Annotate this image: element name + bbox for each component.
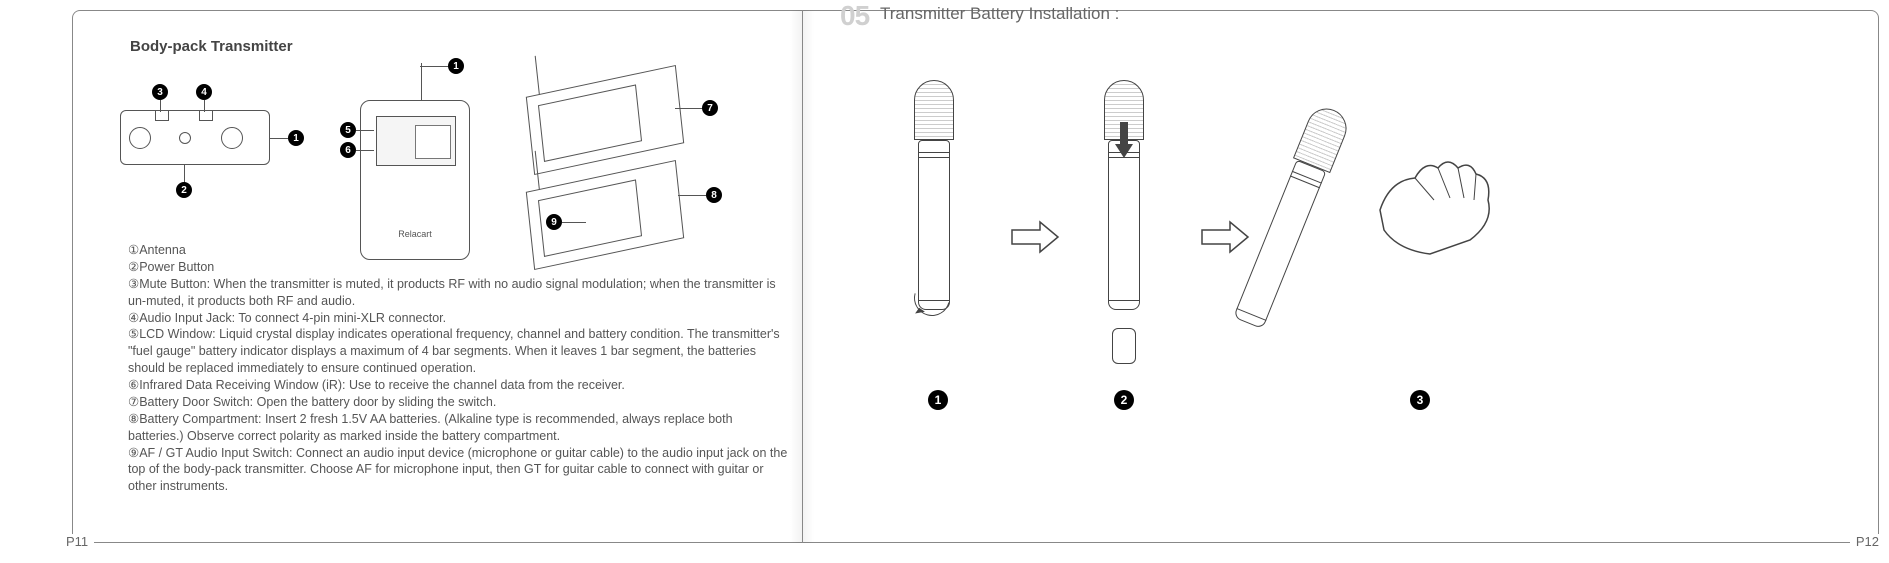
- lead-line: [562, 222, 586, 223]
- lead-line: [675, 108, 703, 109]
- lead-line: [356, 150, 374, 151]
- callout-2: 2: [176, 182, 192, 198]
- section-title: Transmitter Battery Installation :: [880, 4, 1119, 24]
- callout-9: 9: [546, 214, 562, 230]
- lead-line: [184, 165, 185, 183]
- step-badge-2: 2: [1114, 390, 1134, 410]
- page-number-left: P11: [60, 534, 94, 549]
- item-1: ①Antenna: [128, 242, 788, 259]
- hand-icon: [1370, 150, 1500, 260]
- bodypack-front-view: Relacart: [360, 100, 470, 260]
- item-3: ③Mute Button: When the transmitter is mu…: [128, 276, 788, 310]
- callout-3: 3: [152, 84, 168, 100]
- item-9: ⑨AF / GT Audio Input Switch: Connect an …: [128, 445, 788, 496]
- item-5: ⑤LCD Window: Liquid crystal display indi…: [128, 326, 788, 377]
- item-6: ⑥Infrared Data Receiving Window (iR): Us…: [128, 377, 788, 394]
- lead-line: [420, 66, 448, 67]
- lead-line: [160, 100, 161, 112]
- callout-1a: 1: [288, 130, 304, 146]
- bodypack-diagram-zone: 3 4 1 2 Relacart 1 5 6 7 8 9: [110, 60, 770, 235]
- lead-line: [270, 138, 288, 139]
- bodypack-iso-top: [526, 65, 684, 175]
- item-7: ⑦Battery Door Switch: Open the battery d…: [128, 394, 788, 411]
- lead-line: [356, 130, 374, 131]
- arrow-right-icon: [1010, 220, 1060, 254]
- lead-line: [204, 100, 205, 112]
- arrow-right-icon: [1200, 220, 1250, 254]
- left-subtitle: Body-pack Transmitter: [130, 38, 293, 55]
- callout-1b: 1: [448, 58, 464, 74]
- callout-4: 4: [196, 84, 212, 100]
- page-number-right: P12: [1850, 534, 1885, 549]
- section-number: 05: [840, 0, 869, 32]
- callout-8: 8: [706, 187, 722, 203]
- item-8: ⑧Battery Compartment: Insert 2 fresh 1.5…: [128, 411, 788, 445]
- arrow-down-icon: [1114, 120, 1134, 160]
- item-2: ②Power Button: [128, 259, 788, 276]
- step-badge-3: 3: [1410, 390, 1430, 410]
- callout-7: 7: [702, 100, 718, 116]
- bodypack-top-view: [120, 110, 270, 165]
- brand-label: Relacart: [361, 229, 469, 239]
- step-badge-1: 1: [928, 390, 948, 410]
- mic-install-zone: 1 2 3: [850, 70, 1859, 410]
- callout-5: 5: [340, 122, 356, 138]
- item-4: ④Audio Input Jack: To connect 4-pin mini…: [128, 310, 788, 327]
- callout-6: 6: [340, 142, 356, 158]
- page-divider: [802, 10, 803, 543]
- lead-line: [678, 195, 706, 196]
- description-list: ①Antenna ②Power Button ③Mute Button: Whe…: [128, 242, 788, 495]
